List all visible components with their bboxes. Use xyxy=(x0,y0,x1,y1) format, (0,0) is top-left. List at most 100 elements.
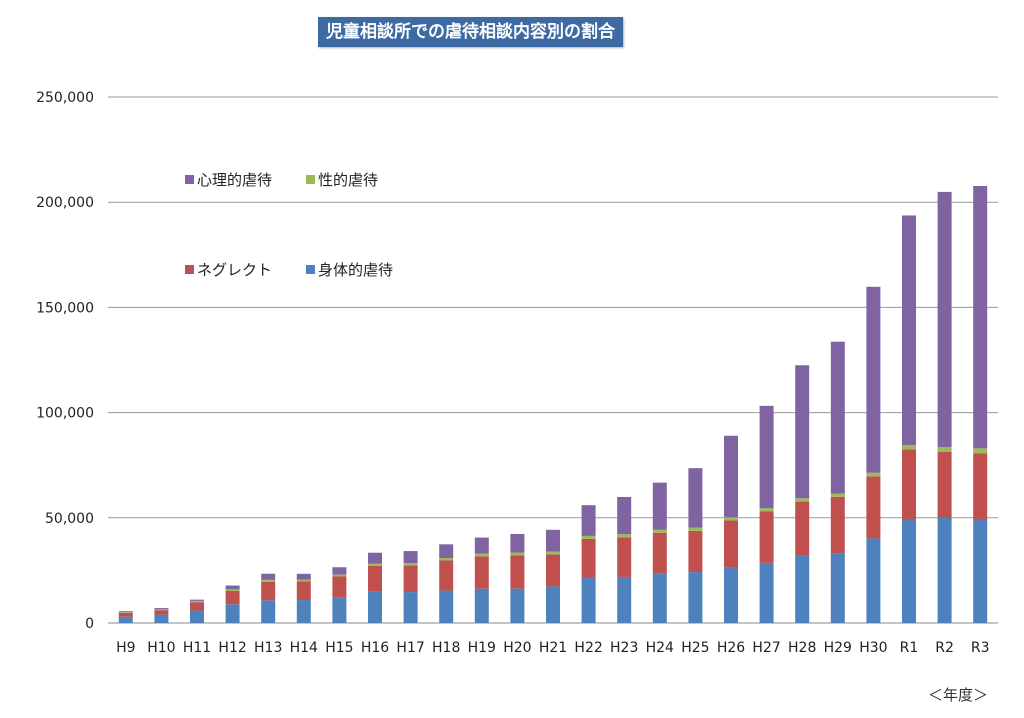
x-tick-label: H25 xyxy=(681,640,709,656)
x-tick-label: H20 xyxy=(503,640,531,656)
bar-segment xyxy=(795,365,810,499)
bar-segment xyxy=(261,573,276,580)
bar-segment xyxy=(866,476,881,539)
x-axis-unit-label: ＜年度＞ xyxy=(928,686,989,704)
bar-segment xyxy=(332,574,347,577)
bar-segment xyxy=(474,556,489,589)
x-tick-label: H30 xyxy=(859,640,887,656)
bar-segment xyxy=(546,551,560,555)
bar-segment xyxy=(332,597,347,623)
bar-segment xyxy=(190,602,204,611)
bar-segment xyxy=(474,537,489,554)
x-tick-label: H19 xyxy=(468,640,496,656)
bar-segment xyxy=(937,191,952,448)
bar-segment xyxy=(724,517,738,521)
bar-segment xyxy=(261,600,276,623)
bar-segment xyxy=(225,604,240,623)
bar-segment xyxy=(368,563,382,566)
bar-segment xyxy=(439,557,454,561)
x-tick-label: H27 xyxy=(752,640,780,656)
bar-segment xyxy=(190,600,204,603)
bar-segment xyxy=(403,565,418,593)
y-tick-label: 50,000 xyxy=(45,511,94,527)
bar-segment xyxy=(332,567,347,575)
bar-segment xyxy=(154,609,169,611)
bar-segment xyxy=(190,599,204,601)
bar-segment xyxy=(261,579,276,582)
bar-segment xyxy=(403,551,418,564)
y-tick-label: 0 xyxy=(85,616,94,632)
bar-segment xyxy=(617,537,632,577)
bar-segment xyxy=(439,590,454,623)
bar-segment xyxy=(439,544,454,558)
bar-segment xyxy=(795,555,810,623)
bar-segment xyxy=(118,616,133,623)
x-tick-label: H26 xyxy=(717,640,745,656)
y-tick-label: 150,000 xyxy=(36,300,94,316)
bar-segment xyxy=(688,527,703,531)
bar-segment xyxy=(724,567,738,623)
bar-segment xyxy=(510,588,525,623)
x-tick-label: H10 xyxy=(147,640,175,656)
legend-label: ネグレクト xyxy=(197,261,272,279)
bar-segment xyxy=(154,614,169,623)
x-tick-label: H29 xyxy=(824,640,852,656)
bar-segment xyxy=(795,501,810,556)
bar-segment xyxy=(724,520,738,568)
x-tick-label: H12 xyxy=(218,640,246,656)
bar-segment xyxy=(581,535,596,539)
x-tick-label: H14 xyxy=(290,640,318,656)
bar-segment xyxy=(190,610,204,623)
x-tick-label: H17 xyxy=(396,640,424,656)
bar-segment xyxy=(474,588,489,623)
bar-segment xyxy=(973,453,988,520)
x-tick-label: H21 xyxy=(539,640,567,656)
bar-segment xyxy=(403,563,418,566)
x-tick-label: H15 xyxy=(325,640,353,656)
x-tick-label: H23 xyxy=(610,640,638,656)
bar-segment xyxy=(617,534,632,538)
y-tick-label: 100,000 xyxy=(36,406,94,422)
x-tick-label: H9 xyxy=(116,640,135,656)
bar-segment xyxy=(902,519,916,623)
bar-segment xyxy=(368,565,382,592)
legend-swatch xyxy=(185,175,194,184)
x-tick-label: H11 xyxy=(183,640,211,656)
bar-segment xyxy=(688,530,703,573)
legend-label: 身体的虐待 xyxy=(318,261,393,279)
bar-segment xyxy=(973,448,988,454)
x-tick-label: H22 xyxy=(574,640,602,656)
bar-segment xyxy=(688,468,703,528)
bar-segment xyxy=(902,449,916,520)
y-axis: 0 50,000 100,000 150,000 200,000 250,000 xyxy=(36,90,94,632)
bar-segment xyxy=(759,511,774,563)
bar-segment xyxy=(759,508,774,512)
bar-segment xyxy=(581,505,596,536)
x-tick-label: R3 xyxy=(971,640,990,656)
bar-segment xyxy=(403,592,418,623)
bar-segment xyxy=(937,451,952,518)
bar-segment xyxy=(296,600,311,623)
bar-segment xyxy=(652,532,667,574)
bar-segment xyxy=(937,447,952,452)
bar-segment xyxy=(866,538,881,623)
chart-title: 児童相談所での虐待相談内容別の割合 xyxy=(318,17,623,47)
bar-segment xyxy=(830,341,845,494)
bar-segment xyxy=(902,445,916,450)
bar-segment xyxy=(724,435,738,518)
bar-segment xyxy=(973,519,988,623)
bar-segment xyxy=(368,591,382,623)
y-tick-label: 200,000 xyxy=(36,195,94,211)
bar-segment xyxy=(154,610,169,615)
bar-segment xyxy=(652,573,667,623)
legend-swatch xyxy=(185,265,194,274)
y-tick-label: 250,000 xyxy=(36,90,94,106)
bar-segment xyxy=(759,405,774,509)
bar-segment xyxy=(581,577,596,623)
x-tick-label: H13 xyxy=(254,640,282,656)
bar-segment xyxy=(652,482,667,530)
bar-segment xyxy=(510,555,525,589)
bar-segment xyxy=(937,517,952,623)
